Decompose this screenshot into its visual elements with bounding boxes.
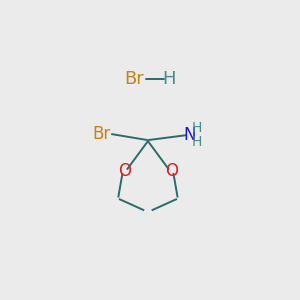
Text: O: O (118, 162, 131, 180)
Text: Br: Br (92, 125, 111, 143)
Text: H: H (192, 122, 202, 135)
Text: O: O (165, 162, 178, 180)
Text: H: H (192, 135, 202, 149)
Text: H: H (162, 70, 175, 88)
Text: N: N (184, 126, 196, 144)
Text: Br: Br (124, 70, 144, 88)
